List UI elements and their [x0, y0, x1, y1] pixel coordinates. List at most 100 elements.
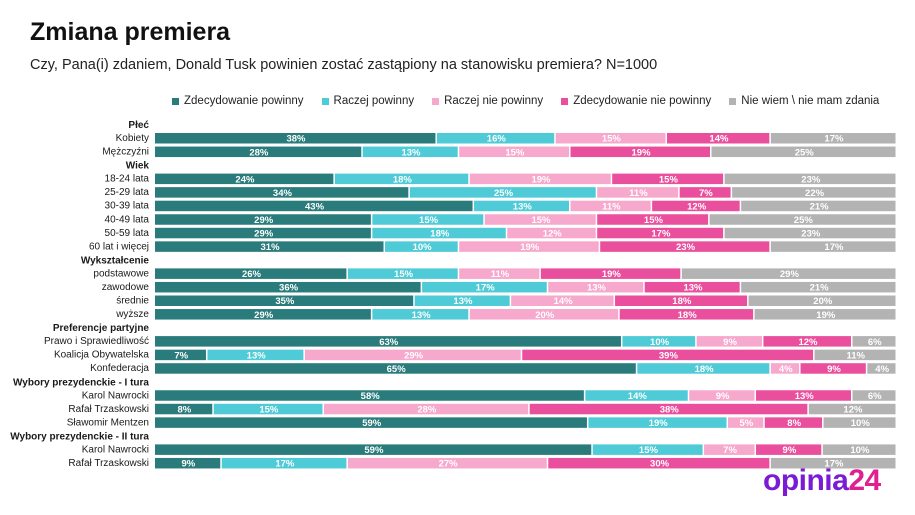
bar-segment	[221, 457, 347, 469]
bar-value-label: 13%	[587, 283, 607, 294]
chart-legend: Zdecydowanie powinny Raczej powinny Racz…	[172, 95, 879, 107]
legend-item-raczej-nie-powinny: Raczej nie powinny	[432, 95, 543, 107]
bar-segment	[696, 336, 762, 347]
bar-value-label: 39%	[659, 350, 679, 361]
bar-segment	[612, 173, 724, 185]
bar-segment	[436, 133, 555, 144]
bar-segment	[155, 403, 213, 415]
bar-value-label: 15%	[639, 445, 659, 456]
bar-segment	[615, 295, 748, 306]
row-label: 50-59 lata	[105, 228, 150, 239]
bar-value-label: 11%	[847, 350, 866, 361]
bar-value-label: 58%	[361, 391, 381, 402]
bar-value-label: 9%	[783, 445, 797, 456]
row-label: Karol Nawrocki	[82, 390, 149, 401]
bar-segment	[529, 403, 808, 415]
bar-segment	[372, 227, 506, 239]
bar-value-label: 18%	[393, 174, 413, 185]
bar-segment	[304, 349, 521, 361]
bar-value-label: 6%	[868, 337, 882, 348]
row-label: Karol Nawrocki	[82, 444, 149, 455]
bar-value-label: 23%	[801, 229, 821, 240]
bar-value-label: 17%	[824, 134, 844, 145]
bar-value-label: 17%	[476, 283, 496, 294]
bar-segment	[666, 133, 770, 144]
row-label: Rafał Trzaskowski	[68, 458, 149, 469]
bar-segment	[459, 241, 599, 252]
bar-segment	[548, 281, 644, 293]
row-label: Konfederacja	[90, 363, 149, 374]
bar-segment	[540, 268, 681, 279]
bar-segment	[585, 390, 688, 401]
bar-segment	[155, 268, 347, 279]
bar-segment	[570, 146, 710, 158]
bar-segment	[334, 173, 469, 185]
bar-segment	[484, 214, 596, 225]
legend-item-raczej-powinny: Raczej powinny	[321, 95, 414, 107]
bar-segment	[732, 187, 896, 198]
bar-segment	[155, 444, 592, 455]
bar-value-label: 23%	[801, 174, 821, 185]
bar-segment	[155, 227, 371, 239]
bar-segment	[155, 309, 371, 320]
bar-value-label: 13%	[401, 147, 421, 158]
bar-value-label: 25%	[795, 147, 815, 158]
bar-segment	[155, 173, 334, 185]
bar-value-label: 10%	[851, 418, 871, 429]
bar-segment	[637, 363, 770, 374]
bar-segment	[763, 336, 851, 347]
legend-item-zdecydowanie-powinny: Zdecydowanie powinny	[172, 95, 304, 107]
bar-segment	[155, 146, 362, 158]
legend-label: Zdecydowanie nie powinny	[573, 95, 712, 107]
chart-title: Zmiana premiera	[30, 18, 231, 46]
bar-segment	[770, 363, 800, 374]
bar-value-label: 13%	[453, 296, 473, 307]
bar-segment	[155, 241, 384, 252]
bar-value-label: 10%	[413, 242, 433, 253]
bar-segment	[597, 214, 709, 225]
bar-value-label: 15%	[259, 405, 279, 416]
row-label: zawodowe	[102, 282, 150, 293]
row-label: 18-24 lata	[105, 174, 150, 185]
bar-value-label: 21%	[810, 201, 830, 212]
bar-segment	[155, 200, 473, 212]
legend-item-zdecydowanie-nie-powinny: Zdecydowanie nie powinny	[561, 95, 711, 107]
group-header: Wybory prezydenckie - II tura	[10, 431, 149, 442]
bar-segment	[385, 241, 458, 252]
bar-segment	[852, 390, 896, 401]
bar-value-label: 7%	[699, 188, 713, 199]
bar-value-label: 17%	[824, 459, 844, 470]
bar-segment	[619, 309, 754, 320]
bar-value-label: 34%	[273, 188, 293, 199]
bar-value-label: 18%	[695, 364, 715, 375]
bar-value-label: 8%	[787, 418, 801, 429]
bar-value-label: 12%	[543, 229, 563, 240]
bar-segment	[459, 146, 570, 158]
bar-segment	[570, 200, 651, 212]
bar-value-label: 4%	[875, 364, 889, 375]
bar-value-label: 15%	[505, 147, 525, 158]
bar-segment	[592, 444, 703, 455]
bar-segment	[372, 309, 469, 320]
bar-segment	[155, 349, 206, 361]
logo-number: 24	[848, 464, 881, 497]
bar-segment	[155, 133, 436, 144]
bar-segment	[511, 295, 614, 306]
group-header: Wiek	[126, 161, 150, 172]
bar-segment	[372, 214, 484, 225]
bar-value-label: 59%	[362, 418, 382, 429]
bar-value-label: 4%	[779, 364, 793, 375]
bar-value-label: 13%	[412, 310, 432, 321]
row-label: wyższe	[115, 309, 149, 320]
bar-segment	[548, 457, 770, 469]
bar-segment	[155, 187, 409, 198]
bar-value-label: 13%	[795, 391, 815, 402]
bar-value-label: 11%	[602, 201, 621, 212]
bar-segment	[155, 363, 636, 374]
bar-segment	[207, 349, 304, 361]
bar-segment	[422, 281, 547, 293]
bar-value-label: 38%	[286, 134, 306, 145]
opinia24-logo: opinia24	[763, 464, 881, 498]
group-header: Preferencje partyjne	[53, 323, 150, 334]
bar-segment	[522, 349, 814, 361]
